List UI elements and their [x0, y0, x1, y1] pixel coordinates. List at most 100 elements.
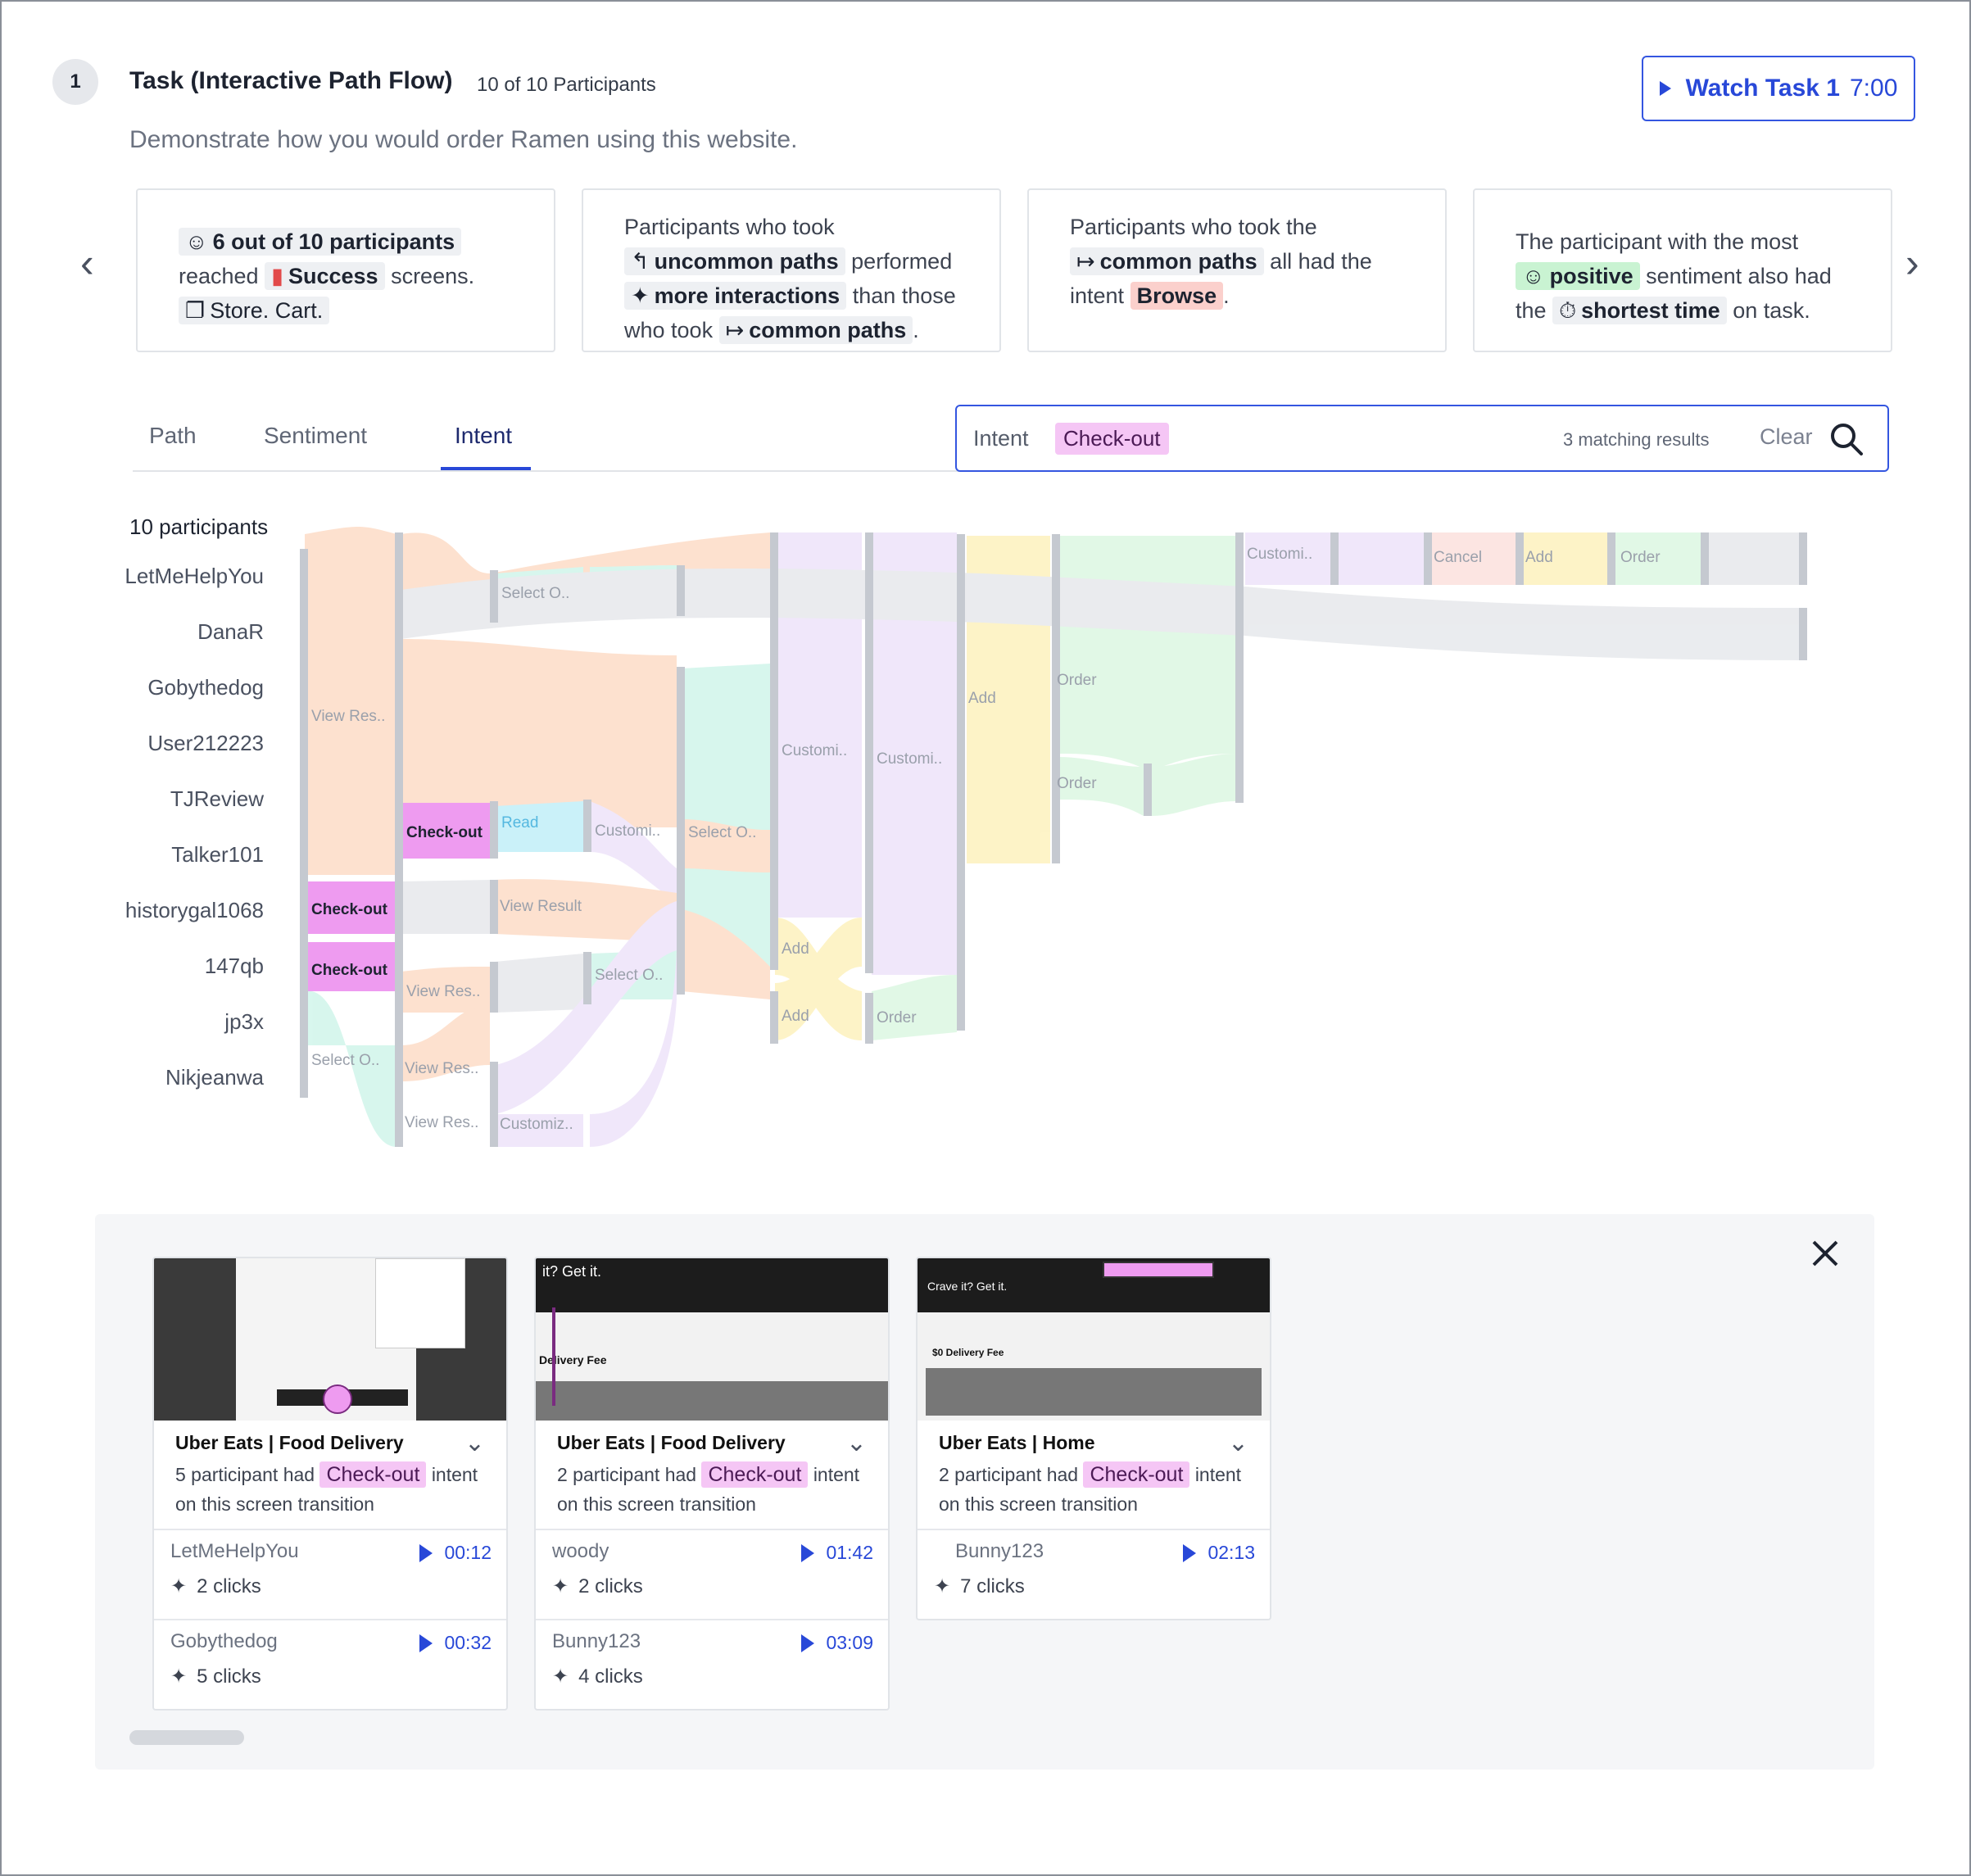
card-text: intent: [1070, 283, 1125, 308]
insight-card-2: Participants who took ↰ uncommon paths pe…: [582, 188, 1001, 352]
chevron-down-icon[interactable]: ⌄: [845, 1429, 867, 1457]
node-label: Add: [968, 690, 996, 707]
participant-label: Gobythedog: [147, 675, 264, 700]
highlight-marker: [1103, 1262, 1214, 1278]
participant-row[interactable]: woody 01:42 ✦ 2 clicks: [536, 1529, 888, 1619]
screen-description: 5 participant had Check-out intent on th…: [175, 1461, 478, 1515]
play-time-button[interactable]: 00:12: [419, 1542, 492, 1564]
play-time-button[interactable]: 00:32: [419, 1632, 492, 1654]
horizontal-scrollbar[interactable]: [129, 1730, 244, 1745]
node-label: Order: [1620, 549, 1661, 566]
click-count: 5 clicks: [197, 1665, 261, 1688]
node-bar: [677, 667, 685, 995]
participant-row[interactable]: Bunny123 03:09 ✦ 4 clicks: [536, 1619, 888, 1709]
screen-card[interactable]: it? Get it. Delivery Fee Uber Eats | Foo…: [534, 1257, 890, 1711]
node-bar: [490, 1062, 498, 1147]
checkout-band: [308, 881, 396, 934]
screen-thumbnail: Crave it? Get it. $0 Delivery Fee: [918, 1258, 1270, 1421]
watch-duration: 7:00: [1850, 75, 1898, 102]
screen-title: Uber Eats | Food Delivery: [175, 1431, 404, 1453]
node-label: Customi..: [595, 822, 660, 840]
play-time-button[interactable]: 03:09: [801, 1632, 873, 1654]
chevron-down-icon[interactable]: ⌄: [464, 1429, 485, 1457]
node-label: View Res..: [405, 1114, 478, 1131]
node-label: View Res..: [405, 1060, 478, 1077]
node-bar: [1144, 764, 1152, 816]
node-bar: [865, 993, 873, 1044]
participants-total: 10 participants: [129, 514, 269, 539]
node-bar: [300, 549, 308, 1098]
flow-band: [495, 1114, 583, 1147]
node-bar: [490, 962, 498, 1013]
node-label: Cancel: [1434, 549, 1482, 566]
chevron-right-icon[interactable]: ›: [1905, 240, 1919, 286]
click-count: 7 clicks: [960, 1575, 1025, 1597]
screen-card[interactable]: Uber Eats | Food Delivery ⌄ 5 participan…: [152, 1257, 508, 1711]
thumbnail-heading: it? Get it.: [542, 1263, 602, 1280]
insight-card-3: Participants who took the ↦ common paths …: [1027, 188, 1447, 352]
intent-chip: Check-out: [701, 1461, 809, 1488]
node-label: Customi..: [1247, 546, 1312, 563]
play-icon: [1659, 81, 1671, 96]
card-text: Participants who took the: [1070, 215, 1317, 239]
participant-name: LetMeHelpYou: [170, 1540, 299, 1562]
shortest-time-chip: ⏱ shortest time: [1552, 297, 1727, 324]
participant-label: LetMeHelpYou: [125, 564, 264, 588]
clear-button[interactable]: Clear: [1760, 424, 1813, 449]
node-bar: [1424, 532, 1432, 585]
play-time-button[interactable]: 02:13: [1183, 1542, 1255, 1564]
node-bar: [1052, 534, 1060, 863]
thumbnail-heading: Crave it? Get it.: [927, 1280, 1008, 1293]
play-icon: [801, 1543, 815, 1562]
copy-icon: ❐: [185, 298, 206, 323]
participant-label: historygal1068: [125, 898, 264, 922]
click-icon: ✦: [170, 1665, 188, 1688]
tab-sentiment[interactable]: Sentiment: [264, 423, 368, 448]
participant-row[interactable]: Gobythedog 00:32 ✦ 5 clicks: [154, 1619, 506, 1709]
chevron-down-icon[interactable]: ⌄: [1227, 1429, 1248, 1457]
participant-row[interactable]: Bunny123 02:13 ✦ 7 clicks: [918, 1529, 1270, 1619]
node-label: Read: [501, 814, 538, 832]
click-count: 4 clicks: [578, 1665, 643, 1688]
search-label: Intent: [973, 426, 1029, 451]
node-label: Customiz..: [500, 1116, 573, 1133]
node-label: View Result: [500, 898, 582, 915]
card-text: reached: [179, 264, 259, 288]
screen-description: 2 participant had Check-out intent on th…: [557, 1461, 860, 1515]
node-label: Select O..: [688, 824, 756, 841]
matching-results: 3 matching results: [1563, 429, 1710, 450]
card-text: than those: [852, 283, 956, 308]
tab-intent[interactable]: Intent: [455, 423, 513, 448]
screen-title: Uber Eats | Food Delivery: [557, 1431, 786, 1453]
click-count: 2 clicks: [197, 1575, 261, 1597]
close-icon[interactable]: [1809, 1237, 1842, 1270]
node-bar: [490, 570, 498, 623]
watch-task-button[interactable]: Watch Task 1 7:00: [1642, 56, 1915, 121]
common-paths-chip: ↦ common paths: [718, 316, 913, 344]
node-bar: [1701, 532, 1709, 585]
flow-band: [401, 967, 490, 1013]
insight-card-1: ☺ 6 out of 10 participants reached ▮ Succe…: [136, 188, 555, 352]
node-bar: [490, 801, 498, 859]
play-icon: [1183, 1543, 1197, 1562]
node-bar: [583, 952, 591, 1004]
click-marker: [323, 1384, 352, 1414]
tab-path[interactable]: Path: [149, 423, 197, 448]
node-label: Order: [1057, 672, 1097, 689]
node-bar: [865, 532, 873, 973]
node-bar: [770, 532, 778, 970]
flow-band: [590, 801, 677, 901]
card-text: .: [913, 318, 919, 342]
screen-thumbnail: [154, 1258, 506, 1421]
play-time-button[interactable]: 01:42: [801, 1542, 873, 1564]
screen-card[interactable]: Crave it? Get it. $0 Delivery Fee Uber E…: [916, 1257, 1271, 1620]
insight-card-4: The participant with the most ☺ positive …: [1473, 188, 1892, 352]
search-icon[interactable]: [1828, 421, 1865, 457]
search-value-chip[interactable]: Check-out: [1055, 423, 1169, 455]
chevron-left-icon[interactable]: ‹: [80, 240, 94, 286]
node-bar: [1516, 532, 1524, 585]
participant-row[interactable]: LetMeHelpYou 00:12 ✦ 2 clicks: [154, 1529, 506, 1619]
node-label: Add: [1525, 549, 1553, 566]
participant-label: Nikjeanwa: [165, 1065, 264, 1090]
intent-search-input[interactable]: Intent Check-out 3 matching results Clea…: [955, 405, 1889, 472]
